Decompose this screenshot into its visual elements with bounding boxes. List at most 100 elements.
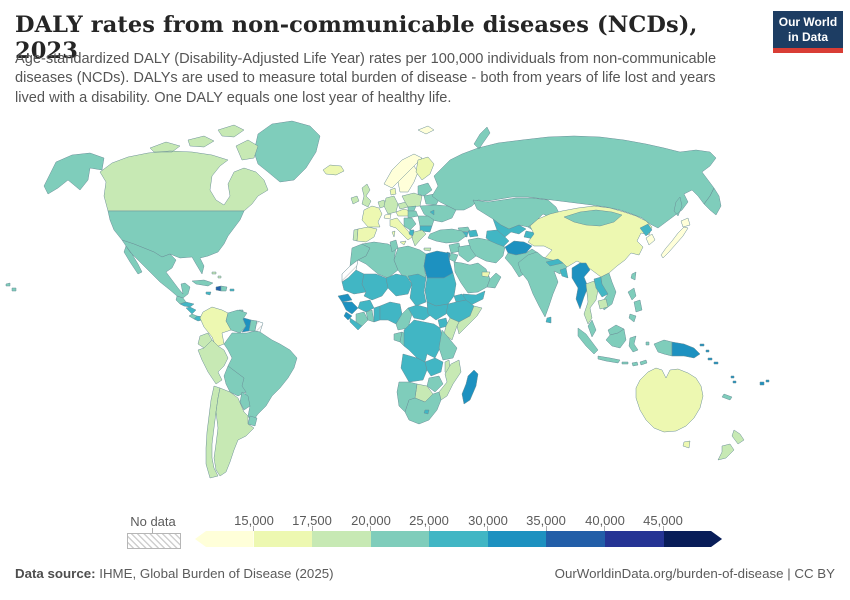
region-uk[interactable]	[361, 183, 372, 208]
region-france[interactable]	[361, 205, 383, 228]
region-germany[interactable]	[383, 195, 399, 215]
region-new-caledonia[interactable]	[721, 393, 733, 401]
region-south-korea[interactable]	[645, 233, 656, 246]
region-slovakia[interactable]	[407, 205, 417, 212]
region-nepal[interactable]	[545, 258, 564, 267]
region-dominican-republic[interactable]	[220, 285, 228, 292]
region-liberia[interactable]	[349, 317, 363, 331]
region-honduras[interactable]	[179, 301, 195, 308]
legend-bin-5[interactable]	[487, 531, 547, 547]
region-puerto-rico[interactable]	[229, 288, 235, 292]
region-moldova[interactable]	[429, 209, 435, 216]
region-lesotho[interactable]	[423, 409, 430, 415]
region-niger[interactable]	[385, 273, 413, 297]
region-new-zealand[interactable]	[717, 429, 745, 461]
region-saudi-arabia[interactable]	[453, 261, 491, 294]
region-india[interactable]	[517, 251, 568, 318]
region-papua-new-guinea[interactable]	[671, 341, 710, 359]
region-zambia[interactable]	[424, 357, 444, 377]
region-turkmenistan[interactable]	[485, 229, 510, 248]
region-paraguay[interactable]	[239, 391, 251, 411]
region-argentina[interactable]	[213, 387, 255, 477]
region-denmark[interactable]	[389, 187, 397, 196]
region-romania[interactable]	[417, 215, 435, 227]
owid-logo[interactable]: Our World in Data	[773, 11, 843, 53]
region-sri-lanka[interactable]	[545, 316, 552, 324]
region-switzerland[interactable]	[383, 213, 392, 220]
region-cuba[interactable]	[191, 279, 214, 287]
region-peru[interactable]	[197, 339, 229, 385]
legend-bin-7[interactable]	[604, 531, 664, 547]
region-russia[interactable]	[431, 126, 722, 229]
legend-bin-2[interactable]	[312, 531, 371, 547]
region-sweden[interactable]	[397, 165, 419, 193]
region-turkey[interactable]	[427, 228, 467, 244]
region-bahamas[interactable]	[211, 271, 222, 279]
region-colombia[interactable]	[199, 306, 232, 348]
region-greenland[interactable]	[253, 120, 321, 183]
region-angola[interactable]	[400, 353, 428, 383]
legend-bin-4[interactable]	[429, 531, 488, 547]
region-iceland[interactable]	[322, 164, 345, 176]
region-uruguay[interactable]	[247, 415, 258, 427]
region-ireland[interactable]	[350, 195, 360, 205]
region-serbia[interactable]	[403, 217, 417, 231]
region-bulgaria[interactable]	[419, 225, 433, 233]
legend-bin-0[interactable]	[195, 531, 254, 547]
region-tanzania[interactable]	[438, 329, 458, 361]
region-jordan[interactable]	[448, 252, 459, 263]
region-azerbaijan[interactable]	[467, 229, 479, 238]
region-benin[interactable]	[373, 305, 381, 323]
region-baltic-states[interactable]	[417, 182, 433, 197]
region-mali[interactable]	[361, 273, 389, 301]
region-guinea[interactable]	[341, 301, 359, 315]
region-bangladesh[interactable]	[559, 267, 569, 279]
legend-bin-1[interactable]	[253, 531, 313, 547]
region-greece[interactable]	[411, 229, 432, 252]
footer-citation-link[interactable]: OurWorldinData.org/burden-of-disease | C…	[554, 566, 835, 581]
region-ivory-coast[interactable]	[355, 311, 369, 327]
region-philippines[interactable]	[627, 287, 643, 323]
region-hungary[interactable]	[407, 210, 419, 219]
region-finland[interactable]	[415, 156, 435, 181]
region-usa[interactable]	[5, 152, 245, 292]
region-oman[interactable]	[486, 272, 502, 289]
region-uae[interactable]	[481, 271, 491, 278]
region-japan[interactable]	[660, 217, 691, 259]
region-vanuatu[interactable]	[730, 375, 737, 384]
region-south-sudan[interactable]	[426, 301, 449, 321]
region-mongolia[interactable]	[563, 209, 623, 227]
region-mexico[interactable]	[121, 239, 191, 299]
region-china[interactable]	[527, 205, 653, 278]
region-spain[interactable]	[356, 226, 378, 243]
legend-no-data-swatch[interactable]	[127, 533, 181, 549]
region-nicaragua[interactable]	[185, 306, 197, 315]
region-egypt[interactable]	[423, 250, 454, 279]
legend-bin-6[interactable]	[546, 531, 605, 547]
region-drc[interactable]	[403, 319, 443, 363]
region-cambodia[interactable]	[597, 298, 609, 310]
legend-bin-3[interactable]	[370, 531, 430, 547]
region-senegal[interactable]	[337, 293, 353, 303]
region-kenya[interactable]	[443, 317, 460, 341]
legend-bin-8[interactable]	[664, 531, 723, 547]
region-taiwan[interactable]	[630, 271, 637, 281]
region-zimbabwe[interactable]	[426, 375, 444, 393]
region-australia[interactable]	[635, 367, 704, 449]
region-sudan[interactable]	[424, 272, 457, 307]
region-italy[interactable]	[389, 217, 413, 246]
region-canada[interactable]	[99, 124, 269, 212]
region-myanmar[interactable]	[571, 262, 591, 310]
region-north-korea[interactable]	[639, 223, 653, 237]
region-iran[interactable]	[467, 237, 506, 264]
region-mozambique[interactable]	[438, 359, 462, 401]
region-chad[interactable]	[407, 273, 427, 307]
region-burkina-faso[interactable]	[357, 299, 375, 313]
region-madagascar[interactable]	[461, 369, 479, 405]
region-south-africa[interactable]	[404, 391, 442, 425]
region-fiji[interactable]	[759, 379, 770, 386]
region-somalia[interactable]	[456, 305, 483, 335]
region-solomon-islands[interactable]	[707, 357, 719, 365]
region-jamaica[interactable]	[205, 291, 212, 296]
region-haiti[interactable]	[215, 285, 222, 292]
